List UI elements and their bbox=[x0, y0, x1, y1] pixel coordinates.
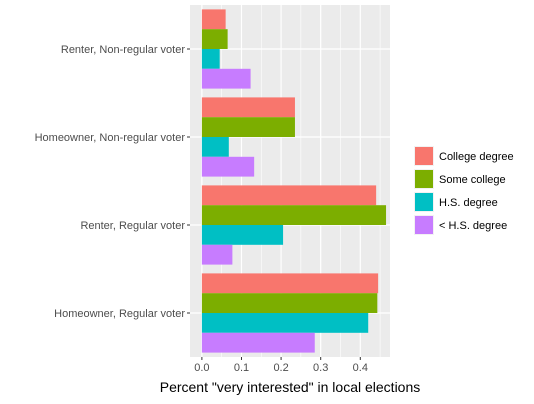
bar bbox=[201, 156, 255, 177]
bar bbox=[201, 313, 369, 333]
legend: College degree Some college H.S. degree < H… bbox=[414, 146, 514, 235]
bar bbox=[201, 117, 295, 137]
y-tick-label: Homeowner, Regular voter bbox=[54, 308, 185, 320]
legend-swatch bbox=[415, 147, 433, 165]
legend-swatch bbox=[415, 170, 433, 188]
x-tick-label: 0.3 bbox=[313, 362, 328, 374]
bar bbox=[201, 68, 251, 89]
bars bbox=[201, 9, 387, 353]
x-tick-label: 0.2 bbox=[273, 362, 288, 374]
bar bbox=[201, 9, 226, 30]
legend-label: H.S. degree bbox=[439, 197, 498, 209]
y-tick-label: Renter, Regular voter bbox=[80, 220, 185, 232]
legend-swatch bbox=[415, 193, 433, 211]
bar bbox=[201, 137, 229, 157]
bar bbox=[201, 29, 228, 49]
legend-swatch bbox=[415, 216, 433, 234]
bar bbox=[201, 293, 378, 313]
bar bbox=[201, 185, 377, 206]
y-tick-label: Renter, Non-regular voter bbox=[61, 44, 185, 56]
bar bbox=[201, 273, 379, 294]
bar bbox=[201, 49, 220, 69]
bar bbox=[201, 225, 284, 245]
legend-label: College degree bbox=[439, 151, 514, 163]
x-axis-label: Percent "very interested" in local elect… bbox=[160, 379, 421, 395]
y-tick-label: Homeowner, Non-regular voter bbox=[35, 132, 186, 144]
x-tick-label: 0.4 bbox=[353, 362, 368, 374]
y-axis: Renter, Non-regular voter Homeowner, Non-… bbox=[35, 44, 190, 320]
x-tick-label: 0.1 bbox=[234, 362, 249, 374]
bar bbox=[201, 97, 295, 118]
legend-label: Some college bbox=[439, 174, 506, 186]
x-axis: 0.0 0.1 0.2 0.3 0.4 bbox=[194, 357, 368, 374]
legend-label: < H.S. degree bbox=[439, 220, 507, 232]
bar bbox=[201, 205, 387, 225]
x-tick-label: 0.0 bbox=[194, 362, 209, 374]
bar bbox=[201, 332, 315, 353]
bar bbox=[201, 244, 233, 265]
